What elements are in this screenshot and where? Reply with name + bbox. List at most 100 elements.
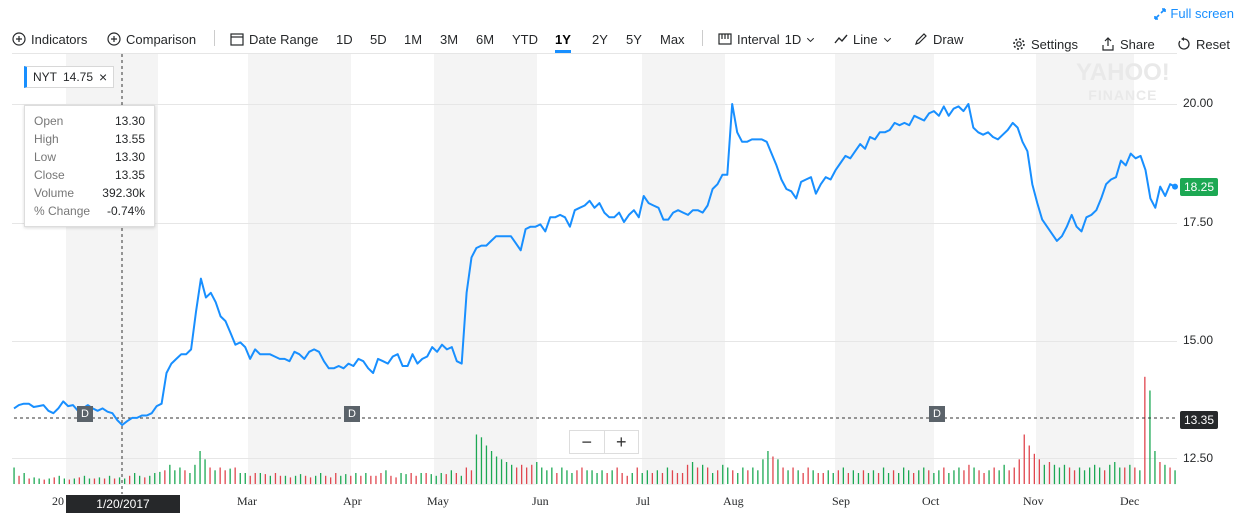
tooltip-row: Low 13.30 [34,148,145,166]
x-tick-label: Mar [237,494,257,508]
settings-button[interactable]: Settings [1012,33,1078,55]
close-icon[interactable]: × [99,69,108,85]
month-band [1036,53,1134,485]
tooltip-key: Volume [34,186,75,200]
plus-circle-icon [12,32,26,46]
tooltip-value: -0.74% [106,204,145,218]
line-chart-icon [834,34,848,44]
tooltip-value: 13.35 [114,168,145,182]
x-tick-label: 20 [52,494,64,508]
month-band [434,53,537,485]
draw-button[interactable]: Draw [914,28,963,50]
date-range-label: Date Range [249,31,319,47]
x-tick-label: Sep [832,494,850,508]
range-ytd[interactable]: YTD [512,31,538,47]
x-tick-label: May [427,494,449,508]
current-price-badge: 18.25 [1180,178,1219,196]
watermark-main: YAHOO! [1076,59,1170,86]
crosshair-price-badge: 13.35 [1180,411,1219,429]
symbol-price: 14.75 [63,70,94,84]
interval-label: Interval [737,31,780,47]
x-tick-label: Jul [636,494,651,508]
tooltip-key: % Change [34,204,91,218]
symbol-ticker: NYT [33,70,57,84]
x-tick-label: Nov [1023,494,1044,508]
fullscreen-button[interactable]: Full screen [1154,6,1234,21]
gear-icon [1013,38,1025,50]
x-tick-label: Jun [532,494,549,508]
tooltip-key: Close [34,168,65,182]
share-icon [1102,37,1114,51]
month-band [248,53,351,485]
calendar-icon [230,33,244,46]
y-tick-label: 20.00 [1183,96,1214,110]
x-tick-label: Oct [922,494,940,508]
chart-type-dropdown[interactable]: Line [834,28,892,50]
settings-label: Settings [1031,36,1078,52]
reset-label: Reset [1196,36,1230,52]
indicators-label: Indicators [31,31,88,47]
tooltip-key: Open [34,114,64,128]
comparison-button[interactable]: Comparison [107,28,196,50]
tooltip-key: High [34,132,59,146]
tooltip-value: 13.30 [114,114,145,128]
range-2y[interactable]: 2Y [592,31,608,47]
dividend-marker[interactable]: D [77,406,93,422]
zoom-out-button[interactable]: − [581,432,592,452]
month-band [835,53,934,485]
range-max[interactable]: Max [660,31,685,47]
bar-grid-icon [718,33,732,45]
plot-area[interactable] [12,53,1177,485]
y-tick-label: 17.50 [1183,215,1214,229]
range-5y[interactable]: 5Y [626,31,642,47]
expand-icon [1154,7,1167,20]
range-3m[interactable]: 3M [440,31,459,47]
range-1m[interactable]: 1M [404,31,423,47]
x-tick-label: Aug [723,494,744,508]
y-tick-label: 15.00 [1183,333,1214,347]
interval-value: 1D [784,31,802,47]
share-label: Share [1120,36,1155,52]
month-band [642,53,725,485]
chevron-down-icon [883,37,891,42]
crosshair-date-badge: 1/20/2017 [66,495,180,513]
interval-dropdown[interactable]: Interval 1D [718,28,815,50]
reset-button[interactable]: Reset [1177,33,1230,55]
toolbar-divider [702,30,703,46]
pencil-icon [915,33,927,45]
x-tick-label: Apr [343,494,362,508]
zoom-in-button[interactable]: + [603,431,639,453]
draw-label: Draw [933,31,964,47]
gridline [12,223,1177,224]
share-button[interactable]: Share [1101,33,1155,55]
y-tick-label: 12.50 [1183,451,1214,465]
tooltip-value: 13.55 [114,132,145,146]
dividend-marker[interactable]: D [344,406,360,422]
range-1y[interactable]: 1Y [555,28,571,53]
date-range-button[interactable]: Date Range [230,28,318,50]
plus-circle-icon [107,32,121,46]
tooltip-key: Low [34,150,57,164]
yahoo-finance-watermark: YAHOO! FINANCE [1076,59,1170,106]
comparison-label: Comparison [126,31,197,47]
reset-icon [1178,37,1190,50]
symbol-chip[interactable]: NYT 14.75 × [24,66,115,88]
watermark-sub: FINANCE [1088,87,1158,103]
ohlc-tooltip: Open 13.30 High 13.55 Low 13.30 Close 13.35 … [24,105,155,227]
gridline [12,341,1177,342]
tooltip-row: % Change -0.74% [34,202,145,220]
dividend-marker[interactable]: D [929,406,945,422]
tooltip-value: 13.30 [114,150,145,164]
range-1d[interactable]: 1D [336,31,353,47]
range-5d[interactable]: 5D [370,31,387,47]
chart-type-label: Line [853,31,878,47]
x-tick-label: Dec [1120,494,1140,508]
gridline [12,104,1177,105]
fullscreen-label: Full screen [1170,6,1234,21]
toolbar-divider [214,30,215,46]
tooltip-row: Close 13.35 [34,166,145,184]
tooltip-value: 392.30k [102,186,145,200]
tooltip-row: Volume 392.30k [34,184,145,202]
indicators-button[interactable]: Indicators [12,28,87,50]
range-6m[interactable]: 6M [476,31,495,47]
